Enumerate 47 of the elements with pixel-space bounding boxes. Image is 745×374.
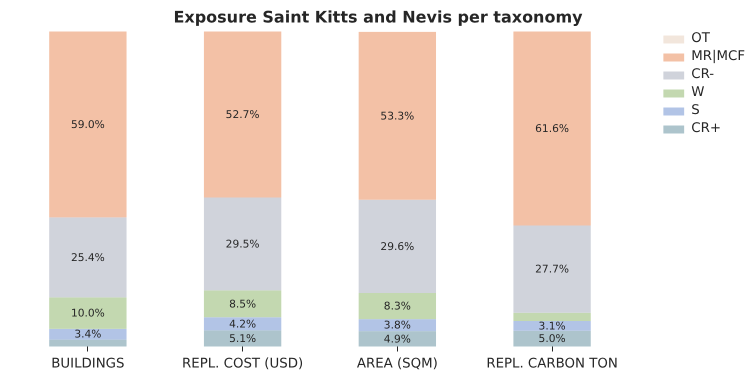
- bar: [358, 200, 436, 293]
- bar: [513, 32, 591, 226]
- data-label: 27.7%: [535, 262, 570, 276]
- legend-label: CR+: [691, 121, 722, 136]
- bar: [204, 32, 282, 198]
- data-label: 5.0%: [538, 332, 566, 346]
- legend-label: MR|MCF: [691, 49, 745, 64]
- bar: [49, 32, 127, 218]
- legend-label: W: [691, 85, 706, 100]
- bar: [204, 330, 282, 346]
- data-label: 61.6%: [535, 122, 570, 136]
- legend-label: CR-: [691, 67, 714, 82]
- bar: [204, 290, 282, 318]
- bar: [358, 32, 436, 200]
- bar: [358, 331, 436, 346]
- data-label: 52.7%: [226, 108, 260, 122]
- data-label: 8.5%: [229, 297, 256, 310]
- data-label: 29.5%: [226, 237, 260, 250]
- bar: [513, 320, 591, 331]
- bar: [513, 330, 591, 346]
- bar: [49, 217, 127, 298]
- bar: [513, 226, 591, 313]
- bar: [204, 198, 282, 290]
- x-tick-label: BUILDINGS: [51, 356, 124, 372]
- data-label: 4.9%: [384, 332, 411, 346]
- legend-label: S: [691, 103, 701, 118]
- chart-title: Exposure Saint Kitts and Nevis per taxonomy: [173, 8, 584, 26]
- bar: [49, 297, 127, 329]
- data-label: 29.6%: [380, 240, 414, 253]
- x-tick-label: REPL. COST (USD): [182, 356, 304, 372]
- bar: [513, 312, 591, 321]
- data-label: 3.4%: [74, 328, 102, 341]
- bar: [49, 340, 127, 346]
- data-label: 59.0%: [70, 118, 105, 131]
- data-label: 25.4%: [70, 250, 105, 264]
- data-label: 53.3%: [380, 109, 414, 122]
- data-label: 4.2%: [229, 317, 256, 330]
- x-tick-label: AREA (SQM): [356, 356, 438, 372]
- data-label: 3.1%: [538, 319, 566, 332]
- x-tick-label: REPL. CARBON TON: [486, 356, 618, 372]
- data-label: 8.3%: [384, 300, 411, 313]
- data-label: 5.1%: [229, 332, 256, 345]
- bar: [358, 292, 436, 320]
- bar: [204, 317, 282, 330]
- data-label: 3.8%: [384, 318, 411, 332]
- data-label: 10.0%: [70, 306, 105, 320]
- legend-label: OT: [691, 31, 711, 46]
